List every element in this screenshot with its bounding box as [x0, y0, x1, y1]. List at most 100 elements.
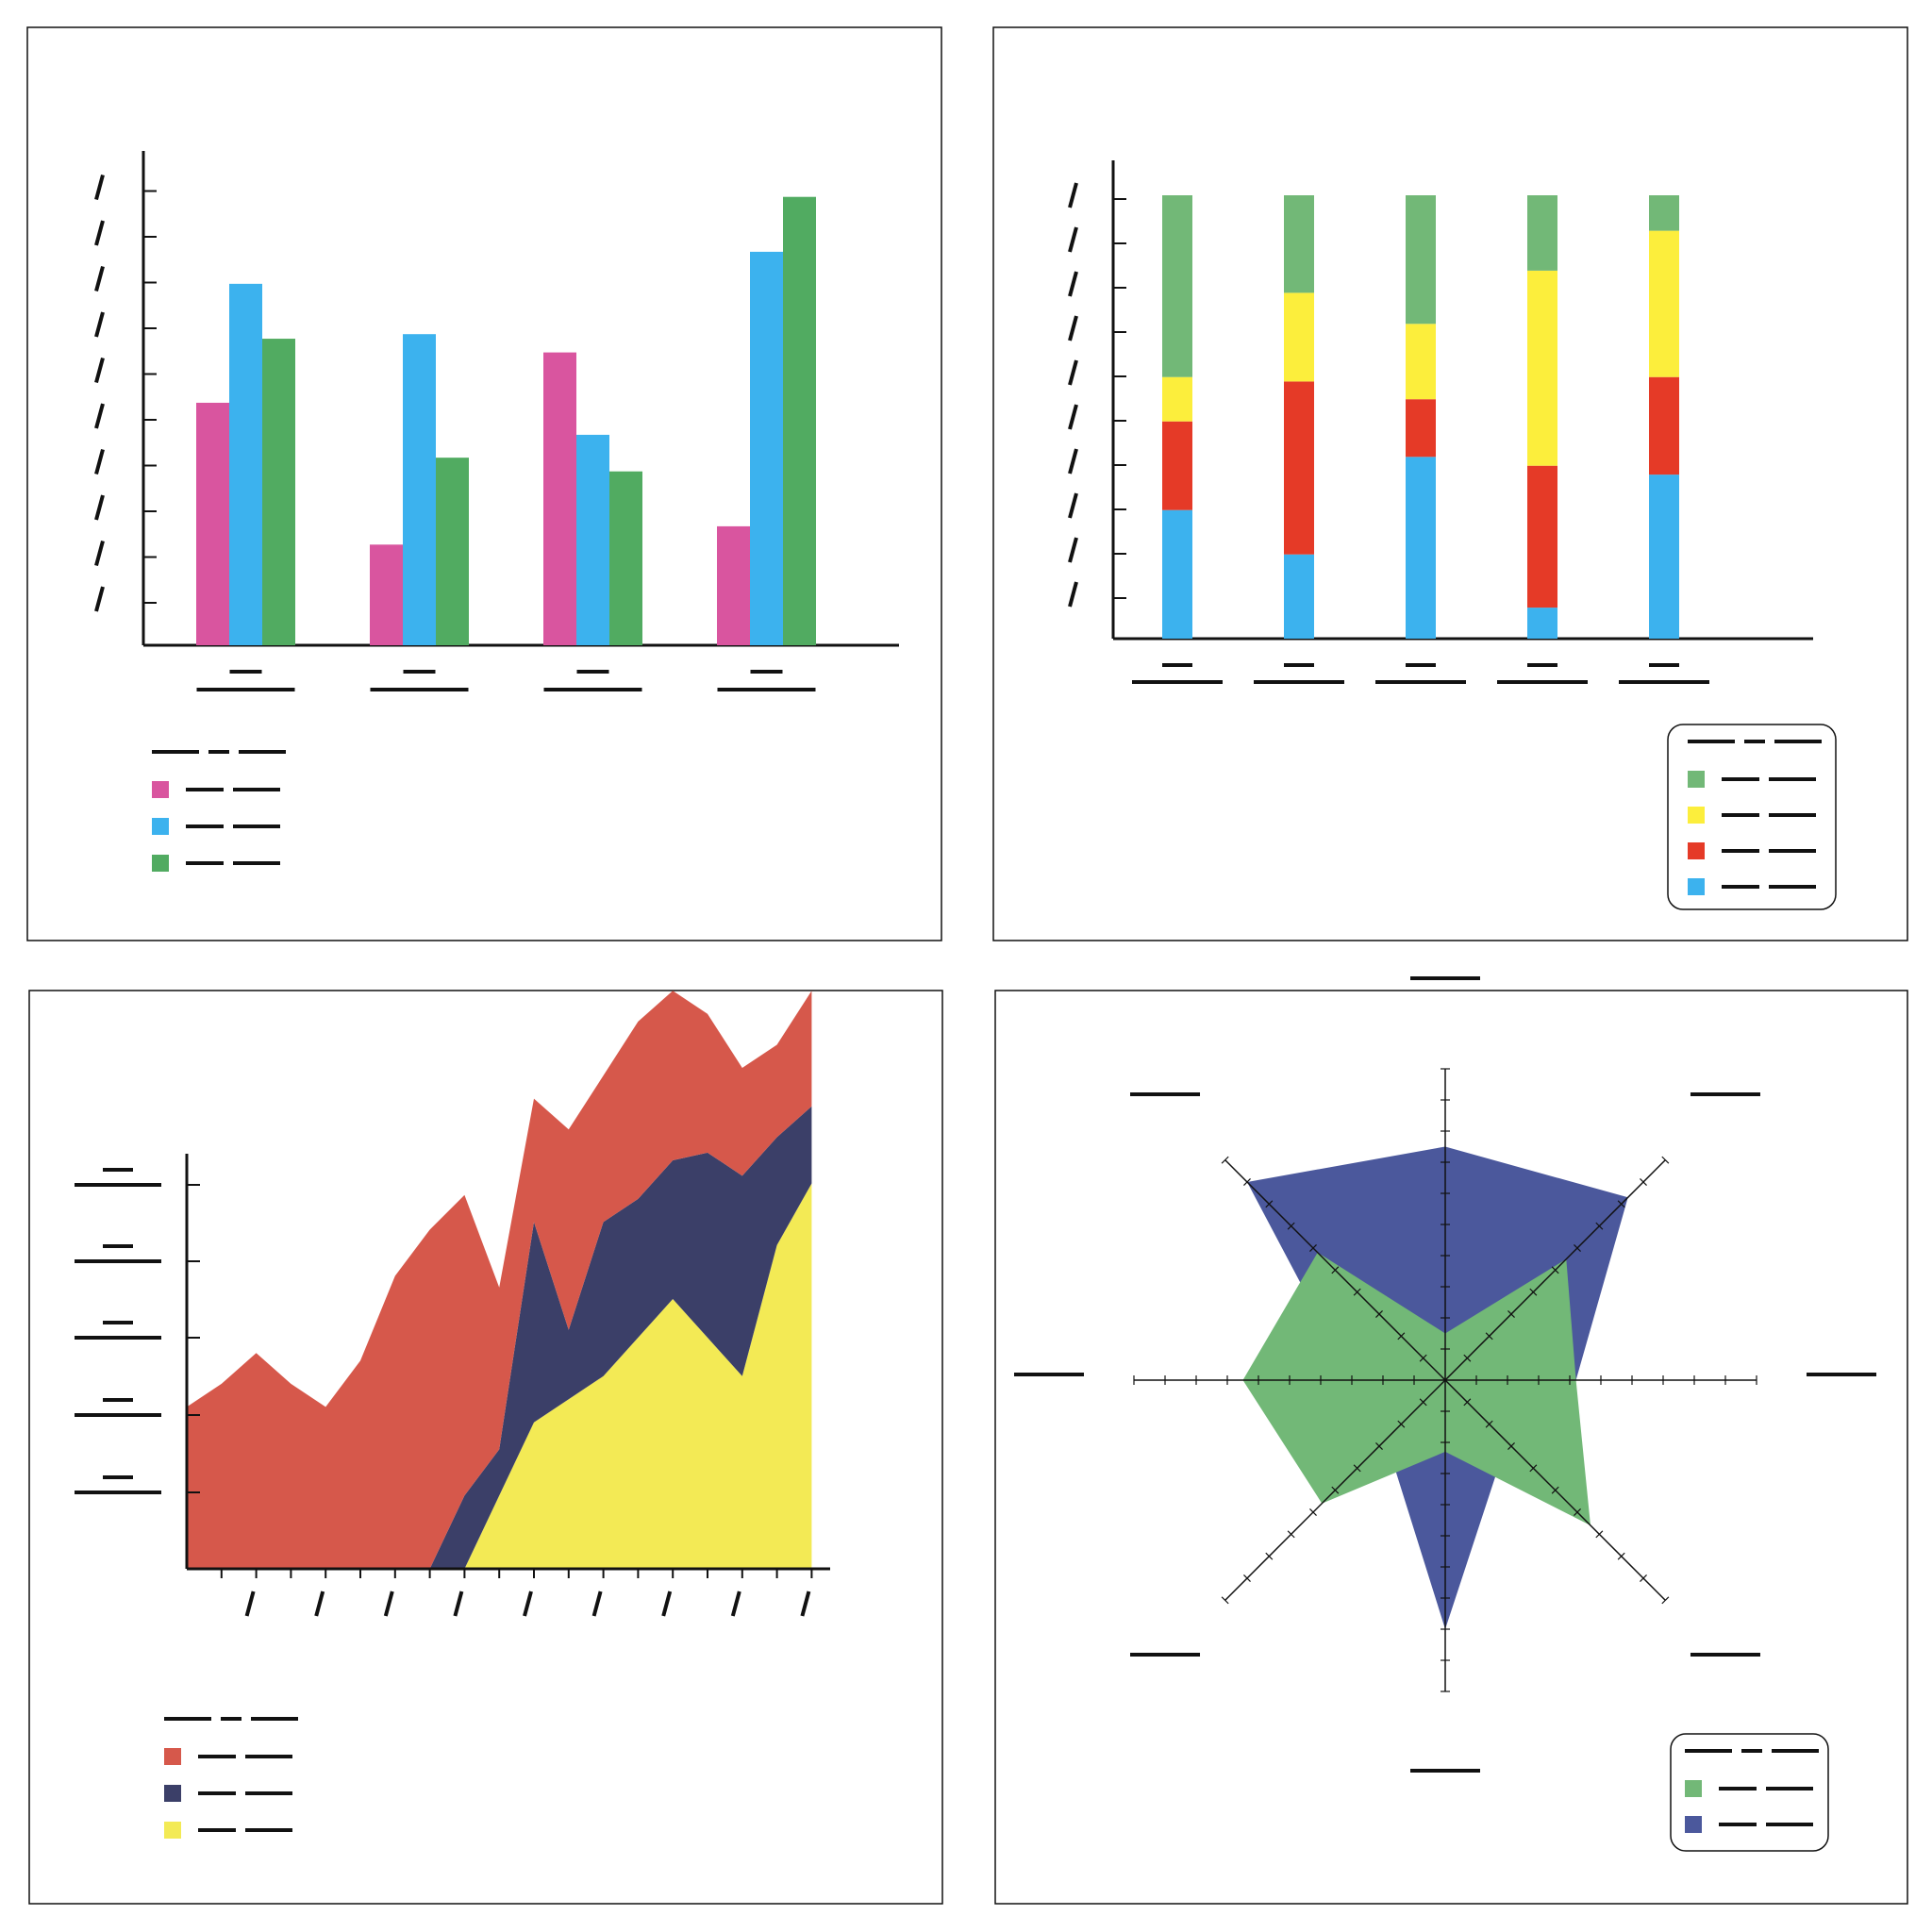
y-tick-label: [94, 494, 105, 521]
stack-2-0: [1162, 376, 1192, 422]
radar-tick: [1574, 1244, 1581, 1252]
x-tick-label: [661, 1591, 673, 1617]
stack-0-4: [1649, 475, 1679, 639]
radar-tick: [1529, 1464, 1538, 1473]
stacked-bar-chart-panel: [992, 26, 1908, 941]
stack-1-0: [1162, 421, 1192, 510]
bar-1-1: [403, 334, 436, 645]
radar-tick: [1375, 1442, 1383, 1450]
radar-tick: [1397, 1420, 1406, 1428]
y-tick-label: [94, 265, 105, 292]
stack-3-4: [1649, 195, 1679, 231]
x-tick-label: [314, 1591, 325, 1617]
radar-tick: [1485, 1332, 1493, 1341]
area-legend-swatch: [164, 1822, 181, 1839]
stack-legend-swatch: [1688, 771, 1705, 788]
stack-3-1: [1284, 195, 1314, 293]
area-1: [187, 1106, 812, 1569]
bar-2-0: [262, 339, 295, 645]
stack-legend-swatch: [1688, 807, 1705, 824]
y-tick-label: [94, 311, 105, 338]
bar-0-3: [717, 525, 750, 645]
legend-box: [1670, 1733, 1829, 1852]
radar-chart-panel: [994, 976, 1908, 1905]
radar-tick: [1507, 1310, 1515, 1318]
y-tick-label: [1068, 182, 1078, 208]
area-legend-swatch: [164, 1748, 181, 1765]
radar-tick: [1595, 1530, 1604, 1539]
bar-chart-panel: [26, 26, 942, 941]
radar-tick: [1463, 1354, 1472, 1362]
x-tick-label: [800, 1591, 811, 1617]
radar-legend-swatch: [1685, 1780, 1702, 1797]
y-tick-label: [1068, 448, 1078, 475]
radar-tick: [1595, 1222, 1604, 1230]
radar-legend-swatch: [1685, 1816, 1702, 1833]
y-tick-label: [94, 586, 105, 612]
radar-tick: [1419, 1398, 1427, 1407]
stack-0-1: [1284, 554, 1314, 639]
radar-tick: [1375, 1310, 1383, 1318]
stack-2-2: [1406, 324, 1436, 400]
stack-0-0: [1162, 509, 1192, 639]
radar-tick: [1661, 1596, 1670, 1605]
bar-0-2: [543, 352, 576, 645]
x-tick-label: [730, 1591, 741, 1617]
bar-2-3: [783, 196, 816, 645]
stack-3-3: [1527, 195, 1557, 271]
y-tick-label: [1068, 315, 1078, 341]
stack-3-2: [1406, 195, 1436, 325]
radar-tick: [1331, 1486, 1340, 1494]
stack-legend-swatch: [1688, 842, 1705, 859]
radar-tick: [1309, 1508, 1317, 1516]
y-tick-label: [1068, 271, 1078, 297]
radar-series-1: [1242, 1252, 1591, 1525]
y-tick-label: [94, 448, 105, 475]
y-tick-label: [1068, 492, 1078, 519]
stack-1-2: [1406, 399, 1436, 458]
radar-tick: [1640, 1574, 1647, 1582]
x-tick-label: [244, 1591, 256, 1617]
radar-tick: [1243, 1178, 1251, 1186]
radar-tick: [1419, 1354, 1427, 1362]
radar-tick: [1221, 1156, 1229, 1164]
x-tick-label: [453, 1591, 464, 1617]
y-tick-label: [94, 403, 105, 429]
bar-legend-swatch: [152, 855, 169, 872]
bar-1-3: [750, 251, 783, 645]
stack-1-3: [1527, 465, 1557, 608]
radar-tick: [1221, 1596, 1229, 1605]
bar-1-0: [229, 283, 262, 645]
area-0: [187, 1183, 812, 1569]
stack-legend-swatch: [1688, 878, 1705, 895]
stacked-area-chart-panel: [28, 990, 943, 1905]
radar-tick: [1243, 1574, 1251, 1582]
radar-tick: [1507, 1442, 1515, 1450]
stack-1-1: [1284, 381, 1314, 555]
radar-tick: [1617, 1200, 1625, 1208]
radar-tick: [1397, 1332, 1406, 1341]
y-tick-label: [94, 540, 105, 567]
area-2: [187, 991, 812, 1569]
y-tick-label: [1068, 581, 1078, 608]
area-legend-swatch: [164, 1785, 181, 1802]
stack-2-3: [1527, 270, 1557, 466]
bar-2-2: [609, 471, 642, 645]
bar-1-2: [576, 434, 609, 645]
y-tick-label: [94, 357, 105, 384]
radar-tick: [1353, 1288, 1361, 1296]
radar-tick: [1574, 1508, 1581, 1516]
radar-tick: [1287, 1530, 1295, 1539]
radar-tick: [1331, 1266, 1340, 1274]
stack-0-3: [1527, 608, 1557, 639]
radar-tick: [1265, 1200, 1274, 1208]
stack-2-4: [1649, 230, 1679, 377]
bar-2-1: [436, 458, 469, 645]
y-tick-label: [1068, 359, 1078, 386]
bar-0-0: [196, 402, 229, 645]
y-tick-label: [1068, 226, 1078, 253]
radar-tick: [1265, 1552, 1274, 1560]
x-tick-label: [523, 1591, 533, 1617]
y-tick-label: [1068, 404, 1078, 430]
